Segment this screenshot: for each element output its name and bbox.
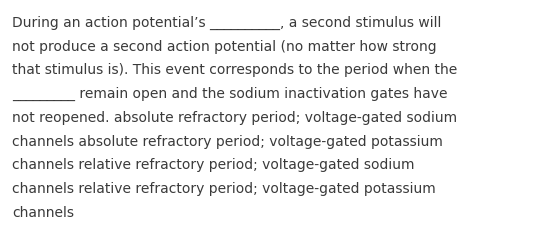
Text: channels relative refractory period; voltage-gated sodium: channels relative refractory period; vol… — [12, 158, 415, 172]
Text: _________ remain open and the sodium inactivation gates have: _________ remain open and the sodium ina… — [12, 87, 448, 101]
Text: During an action potential’s __________, a second stimulus will: During an action potential’s __________,… — [12, 16, 441, 30]
Text: channels relative refractory period; voltage-gated potassium: channels relative refractory period; vol… — [12, 181, 436, 195]
Text: that stimulus is). This event corresponds to the period when the: that stimulus is). This event correspond… — [12, 63, 458, 77]
Text: channels: channels — [12, 205, 74, 219]
Text: not reopened. absolute refractory period; voltage-gated sodium: not reopened. absolute refractory period… — [12, 110, 458, 124]
Text: not produce a second action potential (no matter how strong: not produce a second action potential (n… — [12, 40, 437, 54]
Text: channels absolute refractory period; voltage-gated potassium: channels absolute refractory period; vol… — [12, 134, 443, 148]
